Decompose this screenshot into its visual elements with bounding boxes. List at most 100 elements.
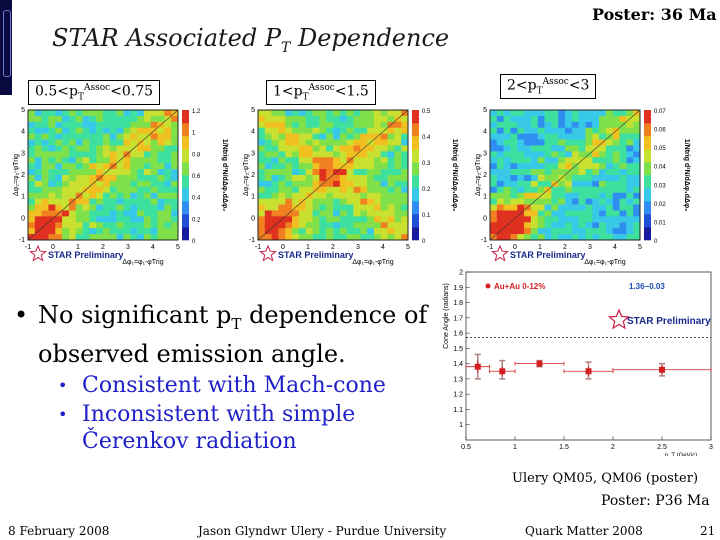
heatmap-z-axis-label: 1/Ntrig d²N/dΔφ₁dΔφ₂ — [221, 139, 228, 211]
data-point — [659, 366, 665, 373]
heatmap-x-tick: 2 — [101, 244, 105, 251]
heatmap-y-tick: 0 — [251, 215, 255, 222]
heatmap-y-tick: 1 — [21, 194, 25, 201]
heatmap-x-tick: -1 — [25, 244, 31, 251]
panel-label-2: 1<pTAssoc<1.5 — [266, 80, 376, 106]
chart-background — [440, 266, 718, 456]
heatmap-y-tick: 4 — [21, 129, 25, 136]
heatmap-x-tick: 3 — [588, 244, 592, 251]
heatmap-y-tick: -1 — [481, 237, 487, 244]
heatmap-diagonal — [257, 109, 409, 241]
sub-bullet-item: • Inconsistent with simple Čerenkov radia… — [58, 402, 356, 454]
star-preliminary-label: STAR Preliminary — [278, 250, 353, 260]
citation-line-2: Poster: P36 Ma — [601, 493, 710, 509]
heatmap-x-tick: 4 — [613, 244, 617, 251]
heatmap-x-tick: 5 — [406, 244, 410, 251]
footer-conference: Quark Matter 2008 — [525, 524, 643, 538]
star-preliminary-label: STAR Preliminary — [510, 250, 585, 260]
colorbar-tick: 0 — [192, 239, 196, 245]
y-tick-label: 1.4 — [453, 361, 463, 368]
heatmap-y-axis-label: Δφ₂=φ₂-φTrig — [475, 154, 482, 196]
x-tick-label: 1 — [513, 444, 517, 451]
heatmap-x-tick: 0 — [513, 244, 517, 251]
x-tick-label: 0.5 — [461, 444, 471, 451]
colorbar-tick: 0.8 — [192, 152, 201, 158]
heatmap-x-axis-label: Δφ₁=φ₁-φTrig — [584, 259, 625, 266]
star-preliminary-label: STAR Preliminary — [48, 250, 123, 260]
star-logo-icon — [491, 244, 509, 262]
legend-label: Au+Au 0-12% — [494, 282, 545, 291]
heatmap-y-tick: 2 — [251, 172, 255, 179]
heatmap-x-tick: 0 — [51, 244, 55, 251]
heatmap-diagonal — [489, 109, 641, 241]
panel-label-1: 0.5<pTAssoc<0.75 — [28, 80, 161, 106]
footer-author: Jason Glyndwr Ulery - Purdue University — [198, 524, 447, 538]
heatmap-x-tick: 2 — [331, 244, 335, 251]
star-preliminary-label: STAR Preliminary — [627, 316, 711, 327]
data-point — [585, 368, 592, 375]
heatmap-x-axis-label: Δφ₁=φ₁-φTrig — [352, 259, 393, 266]
heatmap-panel-2: -1 0 1 2 3 4 5 -1 0 1 2 3 4 5 0.5 0.4 0.3 0.2 0.1 0 Δφ₂=φ₂-φ… — [243, 107, 458, 266]
y-tick-label: 1.8 — [453, 300, 463, 307]
heatmap-panel-1: -1 0 1 2 3 4 5 -1 0 1 2 3 4 5 1.2 1 0.8 0.6 0.4 0.2 0 Δφ₂=φ₂-… — [13, 107, 228, 266]
heatmap-y-tick: 0 — [21, 215, 25, 222]
colorbar-tick: 0.01 — [654, 220, 666, 226]
cone-angle-chart: 1 1.1 1.2 1.3 1.4 1.5 1.6 1.7 1.8 1.9 2 0.5 1 1.5 2 2.5… — [440, 266, 718, 459]
colorbar-tick: 0.2 — [422, 187, 431, 193]
heatmap-x-tick: 5 — [176, 244, 180, 251]
heatmap-z-axis-label: 1/Ntrig d²N/dΔφ₁dΔφ₂ — [683, 139, 690, 211]
bullet-dot: • — [14, 301, 29, 329]
colorbar-tick: 0.2 — [192, 217, 201, 223]
data-point — [499, 368, 506, 375]
x-tick-label: 2 — [611, 444, 615, 451]
cone-angle-chart-svg: 1 1.1 1.2 1.3 1.4 1.5 1.6 1.7 1.8 1.9 2 0.5 1 1.5 2 2.5… — [440, 266, 718, 459]
colorbar-tick: 0.06 — [654, 128, 666, 134]
colorbar-tick: 0 — [654, 239, 658, 245]
heatmap-y-axis-label: Δφ₂=φ₂-φTrig — [13, 154, 20, 196]
heatmap-y-tick: 2 — [483, 172, 487, 179]
heatmap-x-tick: 1 — [76, 244, 80, 251]
colorbar-tick: 0.5 — [422, 109, 431, 115]
heatmap-x-tick: 3 — [126, 244, 130, 251]
colorbar-tick: 0.02 — [654, 202, 666, 208]
star-logo-icon — [259, 244, 277, 262]
heatmap-y-tick: 2 — [21, 172, 25, 179]
main-bullet-text: No significant pT dependence of observed… — [38, 301, 428, 368]
colorbar-tick: 0.4 — [192, 196, 201, 202]
colorbar-tick: 0.1 — [422, 213, 431, 219]
heatmap-y-axis-label: Δφ₂=φ₂-φTrig — [243, 154, 250, 196]
colorbar-tick: 0.05 — [654, 146, 666, 152]
heatmap-x-tick: 1 — [306, 244, 310, 251]
footer-date: 8 February 2008 — [8, 524, 110, 538]
poster-reference-top: Poster: 36 Ma — [592, 5, 717, 24]
colorbar-tick: 0 — [422, 239, 426, 245]
heatmap-y-tick: -1 — [249, 237, 255, 244]
y-tick-label: 1.6 — [453, 331, 463, 338]
y-tick-label: 1.5 — [453, 346, 463, 353]
y-tick-label: 1.3 — [453, 376, 463, 383]
colorbar-tick: 0.3 — [422, 161, 431, 167]
y-tick-label: 1.2 — [453, 392, 463, 399]
heatmap-x-tick: 2 — [563, 244, 567, 251]
heatmap-y-tick: 5 — [21, 107, 25, 114]
chart-y-axis-label: Cone Angle (radians) — [443, 283, 450, 349]
sub-bullet-item: • Consistent with Mach-cone — [58, 373, 386, 398]
heatmap-y-tick: 3 — [483, 150, 487, 157]
colorbar-tick: 0.4 — [422, 135, 431, 141]
heatmap-x-tick: -1 — [255, 244, 261, 251]
heatmap-y-tick: 1 — [483, 194, 487, 201]
footer-page-number: 21 — [700, 524, 716, 538]
panel-label-3: 2<pTAssoc<3 — [500, 74, 597, 100]
fit-value-label: 1.36−0.03 — [629, 282, 665, 291]
data-point — [474, 363, 481, 370]
chart-x-axis-label: p_T (GeV/c) — [665, 453, 698, 456]
colorbar-tick: 0.04 — [654, 165, 666, 171]
heatmap-x-tick: 4 — [381, 244, 385, 251]
heatmap-z-axis-label: 1/Ntrig d²N/dΔφ₁dΔφ₂ — [451, 139, 458, 211]
heatmap-x-tick: 0 — [281, 244, 285, 251]
y-tick-label: 1.9 — [453, 285, 463, 292]
heatmap-x-tick: 5 — [638, 244, 642, 251]
colorbar-tick: 0.07 — [654, 109, 666, 115]
star-logo-icon — [29, 244, 47, 262]
heatmap-x-tick: 1 — [538, 244, 542, 251]
